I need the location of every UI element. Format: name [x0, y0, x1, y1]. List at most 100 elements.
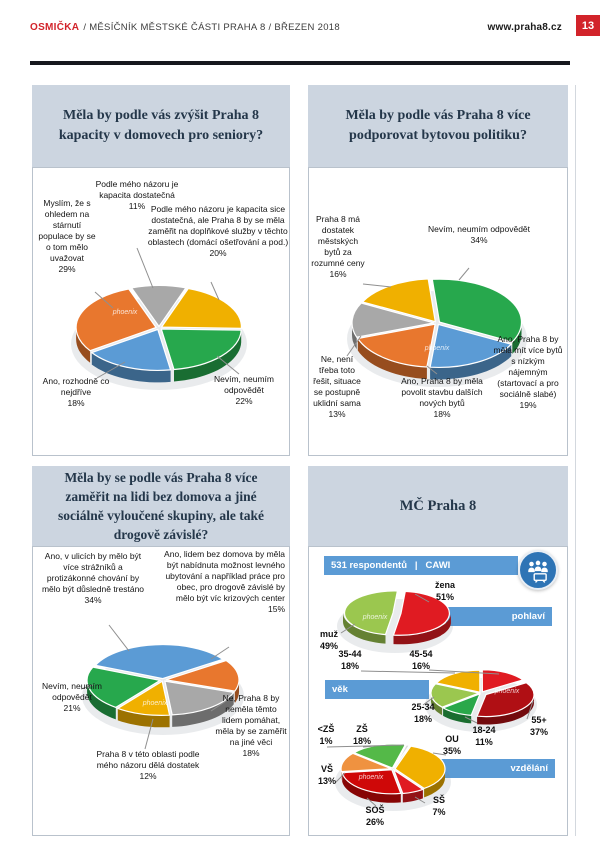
slice-pct: 21% — [63, 703, 81, 714]
slice-label-text: Ne, není třeba toto řešit, situace se po… — [313, 354, 361, 409]
slice-label-text: Nevím, neumím odpovědět — [214, 374, 274, 396]
svg-text:phoenix: phoenix — [142, 700, 168, 707]
slice-label-text: Podle mého názoru je kapacita sice dosta… — [147, 204, 289, 248]
slice-label-text: muž — [320, 629, 338, 639]
slice-label: Nevím, neumím odpovědět 21% — [41, 681, 103, 714]
slice-pct: 15% — [267, 604, 285, 615]
slice-label-text: 25-34 — [411, 702, 435, 712]
slice-label-text: Ano, v ulicích by mělo být více strážník… — [41, 551, 145, 595]
slice-label-zs: ZŠ 18% — [346, 724, 378, 747]
slice-label: Praha 8 má dostatek městských bytů za ro… — [311, 214, 365, 280]
slice-label: Ano, Praha 8 by měla mít více bytů s níz… — [491, 334, 565, 411]
slice-pct: 13% — [328, 409, 346, 420]
slice-label-text: Podle mého názoru je kapacita dostatečná — [95, 179, 179, 201]
svg-text:phoenix: phoenix — [112, 309, 138, 316]
slice-label-text: 45-54 — [409, 649, 433, 659]
panel-title: Měla by se podle vás Praha 8 více zaměři… — [32, 466, 290, 546]
slice-label-text: Ano, rozhodně co nejdříve — [42, 376, 110, 398]
panel-title: MČ Praha 8 — [308, 466, 568, 546]
slice-label-ss: SŠ 7% — [425, 795, 453, 818]
gender-group-bar: pohlaví — [446, 607, 552, 626]
slice-label: Podle mého názoru je kapacita dostatečná… — [91, 179, 183, 212]
slice-label: Ano, Praha 8 by měla povolit stavbu dalš… — [401, 376, 483, 420]
slice-pct: 18% — [433, 409, 451, 420]
slice-label-text: <ZŠ — [317, 724, 335, 734]
slice-label-zena: žena 51% — [425, 580, 465, 603]
slice-label-text: SOŠ — [365, 805, 385, 815]
slice-label-text: Ano, Praha 8 by měla mít více bytů s níz… — [493, 334, 563, 400]
slice-label-text: 18-24 — [472, 725, 496, 735]
slice-label: Praha 8 v této oblasti podle mého názoru… — [93, 749, 203, 782]
chart-area-seniors: phoenix Podle mého názoru je kapacita do… — [32, 167, 290, 456]
slice-label: Nevím, neumím odpovědět 34% — [423, 224, 535, 246]
respondents-icon-circle — [518, 550, 558, 590]
slice-label-25-34: 25-34 18% — [402, 702, 444, 725]
slice-pct: 13% — [317, 775, 336, 786]
slice-pct: 16% — [411, 660, 430, 671]
slice-label-text: Praha 8 v této oblasti podle mého názoru… — [96, 749, 200, 771]
slice-label-vs: VŠ 13% — [313, 764, 341, 787]
slice-pct: 18% — [242, 748, 260, 759]
slice-label-text: Praha 8 má dostatek městských bytů za ro… — [311, 214, 365, 269]
slice-pct: 34% — [84, 595, 102, 606]
magazine-subtitle: / MĚSÍČNÍK MĚSTSKÉ ČÁSTI PRAHA 8 / BŘEZE… — [83, 21, 340, 33]
slice-label-text: 35-44 — [338, 649, 362, 659]
slice-label-text: VŠ — [320, 764, 333, 774]
survey-panel-homeless: Měla by se podle vás Praha 8 více zaměři… — [32, 466, 290, 836]
education-group-bar: vzdělání — [438, 759, 555, 778]
website-link[interactable]: www.praha8.cz — [487, 21, 562, 33]
masthead: OSMIČKA / MĚSÍČNÍK MĚSTSKÉ ČÁSTI PRAHA 8… — [30, 22, 340, 33]
slice-label-text: Myslím, že s ohledem na stárnutí populac… — [38, 198, 96, 264]
slice-label-text: Nevím, neumím odpovědět — [42, 681, 102, 703]
svg-text:phoenix: phoenix — [362, 614, 388, 621]
slice-label: Ne, není třeba toto řešit, situace se po… — [311, 354, 363, 420]
chart-area-housing: phoenix Praha 8 má dostatek městských by… — [308, 167, 568, 456]
slice-pct: 35% — [442, 745, 461, 756]
svg-text:phoenix: phoenix — [358, 774, 384, 781]
slice-label-text: Ano, lidem bez domova by měla být nabídn… — [164, 549, 285, 604]
slice-pct: 26% — [365, 816, 384, 827]
chart-area-demographics: 531 respondentů | CAWI pohlaví věk vzděl… — [308, 546, 568, 836]
page-header: OSMIČKA / MĚSÍČNÍK MĚSTSKÉ ČÁSTI PRAHA 8… — [30, 19, 562, 35]
slice-label: Podle mého názoru je kapacita sice dosta… — [147, 204, 289, 259]
slice-label-text: 55+ — [531, 715, 547, 725]
slice-label: Ne, Praha 8 by neměla těmto lidem pomáha… — [215, 693, 287, 759]
magazine-title: OSMIČKA — [30, 21, 80, 33]
svg-text:phoenix: phoenix — [494, 688, 520, 695]
slice-pct: 12% — [139, 771, 157, 782]
slice-pct: 29% — [58, 264, 76, 275]
demographics-panel: MČ Praha 8 531 respondentů | CAWI pohlav… — [308, 466, 568, 836]
slice-label-text: ZŠ — [356, 724, 368, 734]
survey-panel-seniors: Měla by podle vás zvýšit Praha 8 kapacit… — [32, 85, 290, 456]
slice-pct: 18% — [67, 398, 85, 409]
slice-label-text: Ne, Praha 8 by neměla těmto lidem pomáha… — [215, 693, 287, 748]
slice-label: Ano, rozhodně co nejdříve 18% — [39, 376, 113, 409]
slice-pct: 19% — [519, 400, 537, 411]
respondents-bar: 531 respondentů | CAWI — [324, 556, 518, 575]
column-rule — [575, 85, 576, 836]
slice-pct: 18% — [340, 660, 359, 671]
slice-label-55plus: 55+ 37% — [521, 715, 557, 738]
slice-pct: 11% — [128, 201, 146, 212]
slice-pct: 1% — [319, 735, 333, 746]
slice-pct: 16% — [329, 269, 347, 280]
slice-label-18-24: 18-24 11% — [464, 725, 504, 748]
slice-pct: 11% — [475, 736, 493, 747]
slice-pct: 51% — [435, 591, 454, 602]
respondents-icon — [528, 560, 548, 583]
slice-label: Ano, lidem bez domova by měla být nabídn… — [157, 549, 285, 615]
slice-label-pod-zs: <ZŠ 1% — [313, 724, 339, 747]
header-rule — [30, 61, 570, 65]
slice-label: Nevím, neumím odpovědět 22% — [211, 374, 277, 407]
slice-pct: 49% — [319, 640, 338, 651]
slice-pct: 18% — [352, 735, 371, 746]
panel-title: Měla by podle vás zvýšit Praha 8 kapacit… — [32, 85, 290, 167]
slice-pct: 7% — [432, 806, 446, 817]
slice-label-muz: muž 49% — [311, 629, 347, 652]
slice-label-sos: SOŠ 26% — [355, 805, 395, 828]
slice-label-text: žena — [434, 580, 455, 590]
slice-label-35-44: 35-44 18% — [331, 649, 369, 672]
slice-label-text: SŠ — [432, 795, 445, 805]
slice-label: Myslím, že s ohledem na stárnutí populac… — [37, 198, 97, 275]
